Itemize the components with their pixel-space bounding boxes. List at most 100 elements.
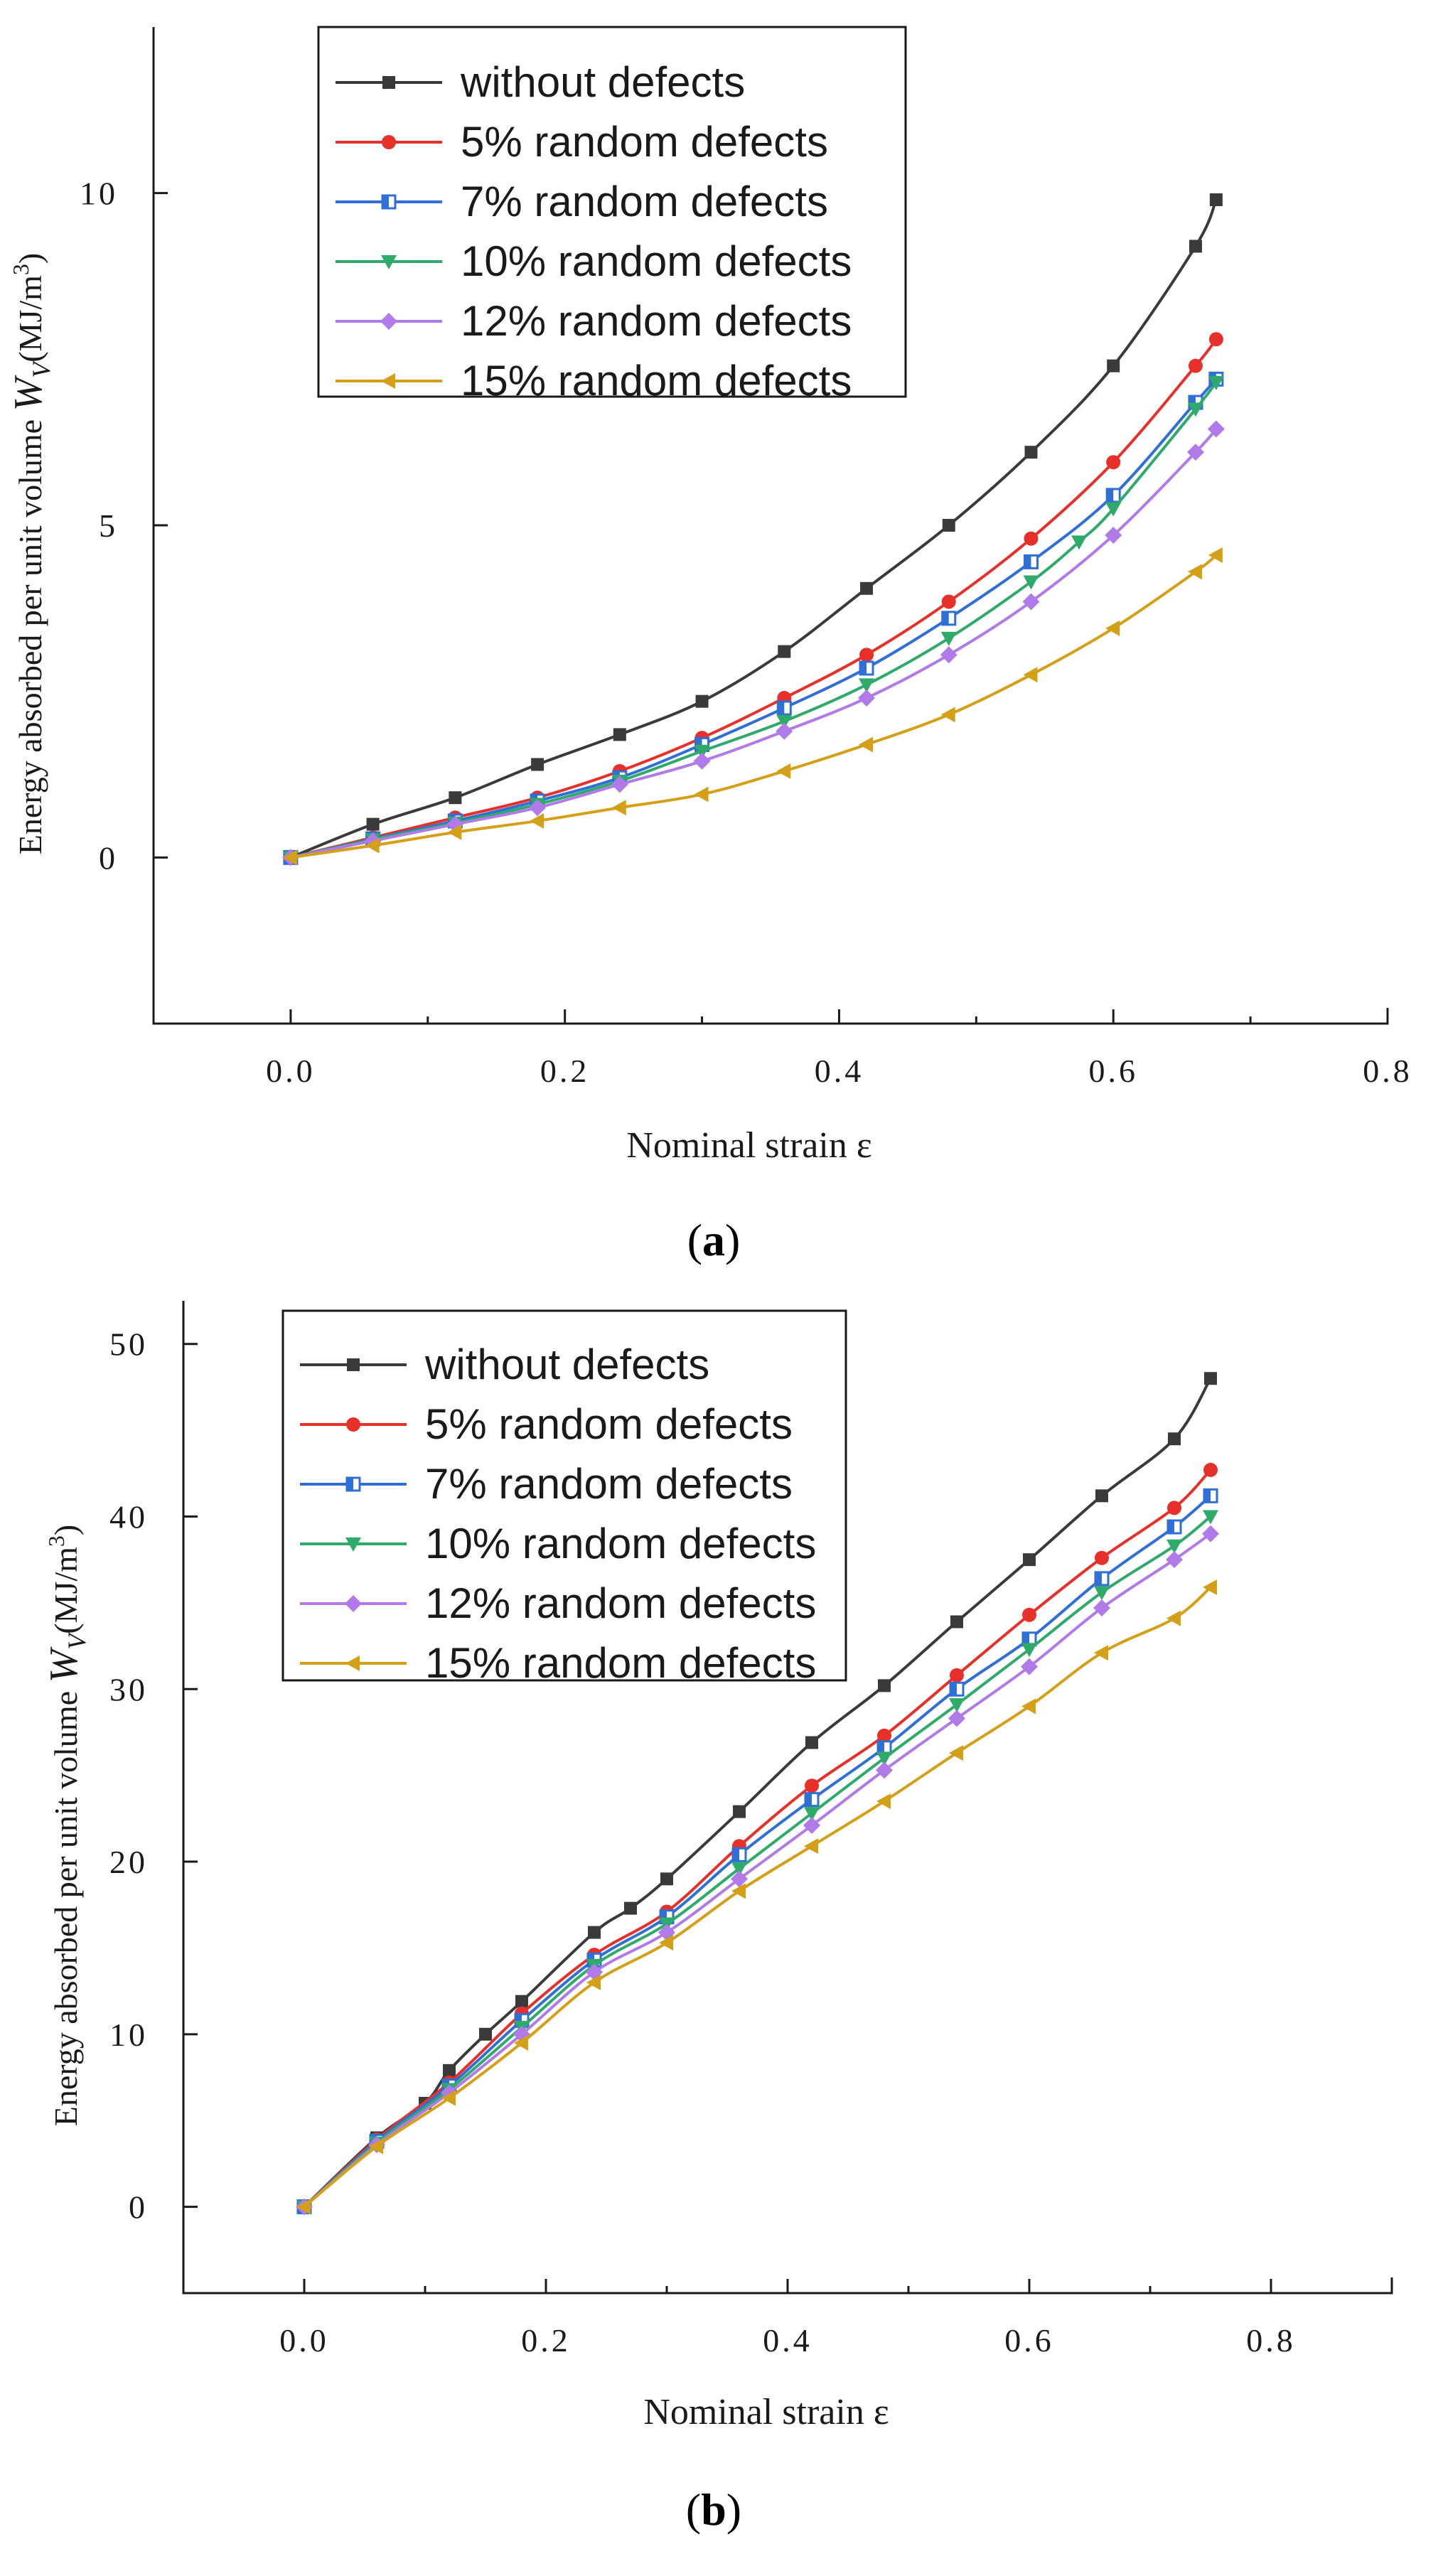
legend-marker-4 bbox=[380, 313, 397, 330]
data-point-0 bbox=[443, 2064, 456, 2077]
legend-marker-5 bbox=[381, 373, 395, 389]
data-point-4 bbox=[1207, 420, 1225, 438]
data-point-1 bbox=[1106, 455, 1121, 470]
chart-panel-a: 0.0 0.2 0.4 0.6 0.8 0 5 10 Energy absorbed per u… bbox=[6, 26, 1412, 1265]
x-tick-label: 0.2 bbox=[521, 2322, 571, 2358]
data-point-2 bbox=[1094, 1571, 1110, 1587]
data-point-3 bbox=[1071, 535, 1087, 550]
data-point-3 bbox=[731, 1862, 747, 1877]
x-tick-label: 0.6 bbox=[1004, 2322, 1054, 2358]
data-point-5 bbox=[694, 786, 709, 803]
data-point-0 bbox=[613, 728, 626, 741]
y-axis-title: Energy absorbed per unit volume WV(MJ/m3… bbox=[42, 1525, 91, 2127]
x-tick-label: 0.2 bbox=[540, 1053, 590, 1089]
data-point-4 bbox=[948, 1710, 965, 1727]
data-point-1 bbox=[1203, 1462, 1218, 1477]
y-tick-label: 0 bbox=[129, 2189, 148, 2226]
legend-label-0: without defects bbox=[424, 1341, 709, 1388]
data-point-0 bbox=[805, 1736, 818, 1749]
data-point-5 bbox=[441, 2090, 456, 2106]
data-point-0 bbox=[1209, 193, 1223, 207]
data-point-3 bbox=[940, 631, 957, 646]
data-point-4 bbox=[858, 689, 876, 707]
data-point-5 bbox=[369, 2138, 383, 2154]
data-point-5 bbox=[776, 763, 791, 779]
legend-marker-5 bbox=[345, 1655, 360, 1671]
data-point-1 bbox=[1188, 358, 1203, 373]
data-point-3 bbox=[1023, 575, 1039, 590]
y-tick-label: 40 bbox=[109, 1498, 148, 1535]
y-tick-label: 10 bbox=[80, 176, 118, 212]
data-point-3 bbox=[804, 1807, 820, 1822]
data-point-0 bbox=[366, 817, 380, 831]
data-point-3 bbox=[1187, 402, 1203, 417]
panel-label-letter: a bbox=[702, 1215, 725, 1265]
data-point-2 bbox=[941, 611, 957, 626]
data-point-0 bbox=[531, 758, 545, 771]
data-point-1 bbox=[859, 648, 874, 662]
data-point-1 bbox=[1024, 531, 1039, 546]
data-point-0 bbox=[878, 1679, 891, 1692]
data-point-1 bbox=[1022, 1607, 1036, 1622]
panel-label-close-paren: ) bbox=[726, 2484, 741, 2535]
data-point-3 bbox=[1094, 1586, 1110, 1601]
legend-label-4: 12% random defects bbox=[425, 1579, 816, 1627]
legend-label-3: 10% random defects bbox=[425, 1520, 816, 1567]
data-point-0 bbox=[660, 1872, 673, 1886]
data-point-3 bbox=[1166, 1539, 1182, 1554]
data-point-5 bbox=[365, 837, 380, 854]
data-point-4 bbox=[1022, 593, 1040, 611]
data-point-0 bbox=[479, 2027, 492, 2041]
x-axis-title: Nominal strain ε bbox=[643, 2392, 889, 2432]
y-axis-title: Energy absorbed per unit volume WV(MJ/m3… bbox=[6, 253, 55, 855]
x-tick-label: 0.0 bbox=[279, 2322, 329, 2358]
data-point-4 bbox=[776, 722, 793, 740]
data-point-2 bbox=[859, 660, 874, 676]
data-point-1 bbox=[877, 1728, 891, 1743]
x-axis-title: Nominal strain ε bbox=[626, 1125, 871, 1166]
data-point-5 bbox=[586, 1974, 601, 1990]
legend-label-1: 5% random defects bbox=[461, 118, 828, 166]
data-point-3 bbox=[859, 678, 875, 693]
data-point-0 bbox=[1024, 446, 1038, 459]
data-point-4 bbox=[1105, 527, 1122, 544]
data-point-4 bbox=[1186, 444, 1204, 461]
y-tick-label: 0 bbox=[99, 839, 118, 876]
panel-label-open-paren: ( bbox=[686, 2484, 701, 2535]
x-tick-label: 0.8 bbox=[1363, 1053, 1412, 1089]
data-point-2 bbox=[1105, 488, 1121, 503]
data-point-0 bbox=[950, 1615, 963, 1628]
data-point-0 bbox=[695, 694, 709, 708]
y-tick-label: 30 bbox=[109, 1671, 148, 1707]
series-line-2 bbox=[290, 378, 1218, 859]
legend-marker-4 bbox=[345, 1595, 362, 1612]
data-point-4 bbox=[693, 752, 711, 770]
legend-label-5: 15% random defects bbox=[461, 357, 852, 404]
data-point-1 bbox=[1095, 1550, 1109, 1565]
data-point-5 bbox=[1187, 564, 1202, 580]
y-tick-label: 50 bbox=[109, 1326, 148, 1363]
data-point-5 bbox=[804, 1838, 818, 1855]
data-point-4 bbox=[611, 776, 628, 793]
data-point-1 bbox=[805, 1778, 819, 1793]
legend-marker-2 bbox=[381, 194, 397, 210]
legend-marker-3 bbox=[381, 255, 397, 269]
data-point-0 bbox=[1107, 359, 1120, 372]
data-point-2 bbox=[776, 700, 792, 716]
data-point-0 bbox=[588, 1926, 601, 1939]
data-point-5 bbox=[1105, 620, 1120, 636]
data-point-5 bbox=[611, 800, 626, 816]
data-point-0 bbox=[449, 791, 462, 805]
data-point-3 bbox=[1203, 1510, 1218, 1525]
data-point-3 bbox=[1021, 1643, 1037, 1658]
data-point-0 bbox=[733, 1805, 746, 1818]
panel-label-a: (a) bbox=[687, 1215, 741, 1265]
x-tick-label: 0.8 bbox=[1246, 2322, 1296, 2358]
data-point-5 bbox=[1203, 1579, 1217, 1596]
series-line-5 bbox=[290, 554, 1218, 859]
y-tick-label: 10 bbox=[109, 2017, 148, 2053]
x-tick-label: 0.4 bbox=[815, 1053, 864, 1089]
data-point-5 bbox=[296, 2199, 311, 2215]
data-point-3 bbox=[876, 1751, 892, 1766]
